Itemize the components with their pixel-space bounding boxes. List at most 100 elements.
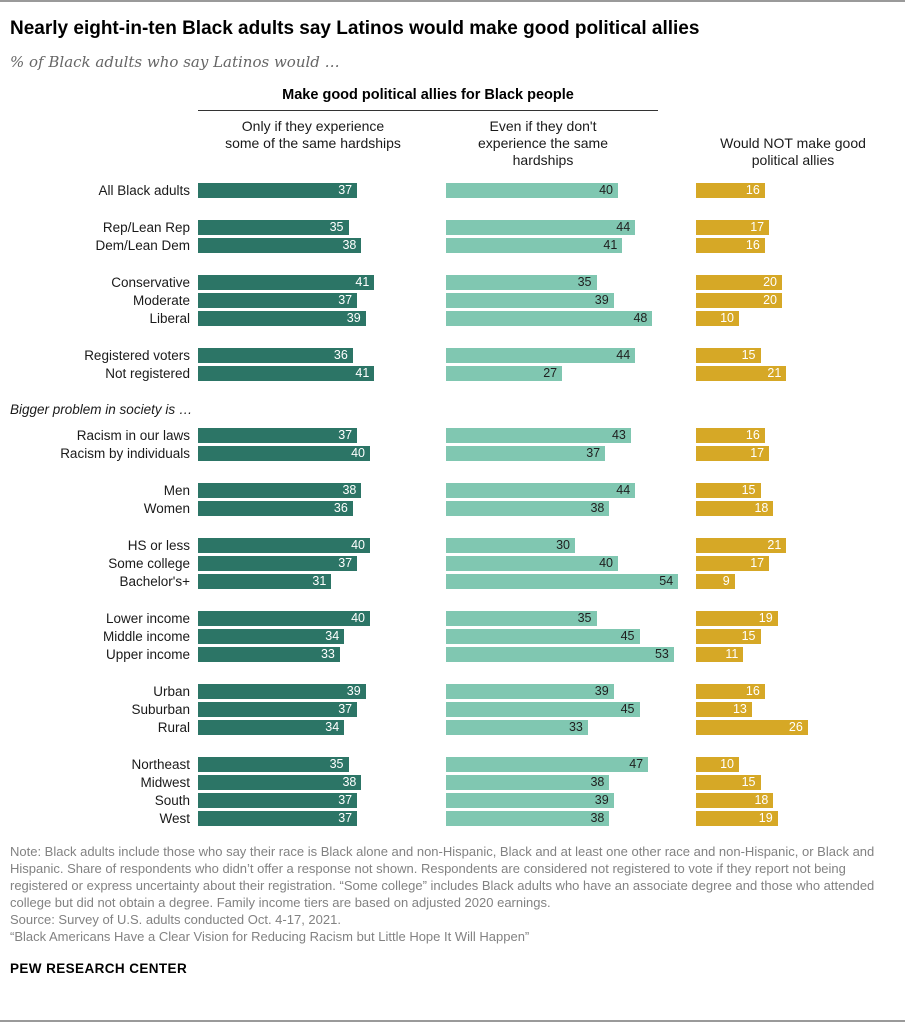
column-header-even-if-no-hardships: Even if they don't experience the same h…: [478, 118, 608, 168]
bar-would-not-make-allies: 21: [696, 537, 787, 553]
bar-only-if-hardships: 37: [198, 182, 358, 198]
bar-value: 37: [586, 445, 601, 460]
row-label: Some college: [108, 555, 190, 571]
row-label: Not registered: [105, 365, 190, 381]
bar-would-not-make-allies: 15: [696, 482, 761, 498]
note-text: Note: Black adults include those who say…: [10, 844, 875, 910]
chart-row: Liberal 39 48 10: [10, 309, 895, 327]
bar-value: 39: [346, 310, 361, 325]
bar-cell-only-if-hardships: 31: [198, 573, 446, 589]
bar-value: 35: [329, 219, 344, 234]
bar-would-not-make-allies: 19: [696, 810, 778, 826]
sub-headers: Only if they experience some of the same…: [198, 118, 658, 169]
row-label: Urban: [153, 683, 190, 699]
row-label: Northeast: [131, 756, 190, 772]
bar-value: 45: [620, 628, 635, 643]
bar-cell-even-if-no-hardships: 43: [446, 427, 696, 443]
bar-only-if-hardships: 40: [198, 610, 370, 626]
chart-row: Racism by individuals 40 37 17: [10, 444, 895, 462]
bar-cell-only-if-hardships: 40: [198, 445, 446, 461]
bar-even-if-no-hardships: 38: [446, 500, 610, 516]
bar-would-not-make-allies: 9: [696, 573, 735, 589]
bar-cell-even-if-no-hardships: 40: [446, 555, 696, 571]
bar-value: 44: [616, 347, 631, 362]
bar-cell-would-not-make-allies: 19: [696, 810, 895, 826]
bar-value: 38: [590, 810, 605, 825]
bar-cell-would-not-make-allies: 15: [696, 347, 895, 363]
bar-cell-only-if-hardships: 33: [198, 646, 446, 662]
row-label: Midwest: [140, 774, 190, 790]
pew-research-center-wordmark: PEW RESEARCH CENTER: [10, 961, 188, 976]
row-label: Men: [163, 482, 190, 498]
bar-cell-would-not-make-allies: 16: [696, 683, 895, 699]
bar-even-if-no-hardships: 53: [446, 646, 674, 662]
bar-group: Rep/Lean Rep 35 44 17 Dem/Lean Dem 38 41 16: [10, 218, 895, 254]
bar-even-if-no-hardships: 40: [446, 182, 618, 198]
bar-value: 10: [720, 756, 734, 771]
bar-cell-would-not-make-allies: 18: [696, 500, 895, 516]
bar-even-if-no-hardships: 44: [446, 347, 636, 363]
bar-value: 47: [629, 756, 644, 771]
bar-value: 18: [754, 792, 769, 807]
bar-value: 40: [599, 182, 613, 197]
bar-only-if-hardships: 38: [198, 774, 362, 790]
bar-cell-even-if-no-hardships: 44: [446, 347, 696, 363]
bar-cell-even-if-no-hardships: 41: [446, 237, 696, 253]
bar-value: 17: [750, 219, 765, 234]
chart-row: South 37 39 18: [10, 791, 895, 809]
row-label: South: [154, 792, 190, 808]
bar-cell-even-if-no-hardships: 45: [446, 701, 696, 717]
bar-would-not-make-allies: 17: [696, 555, 770, 571]
bar-value: 44: [616, 482, 631, 497]
bar-cell-only-if-hardships: 37: [198, 701, 446, 717]
chart-row: Men 38 44 15: [10, 481, 895, 499]
bar-cell-only-if-hardships: 35: [198, 219, 446, 235]
bar-only-if-hardships: 39: [198, 683, 366, 699]
bar-cell-only-if-hardships: 35: [198, 756, 446, 772]
column-headers: Make good political allies for Black peo…: [10, 86, 895, 169]
bar-cell-would-not-make-allies: 15: [696, 774, 895, 790]
bar-even-if-no-hardships: 48: [446, 310, 653, 326]
row-label: Registered voters: [84, 347, 190, 363]
bar-would-not-make-allies: 13: [696, 701, 752, 717]
chart-row: Northeast 35 47 10: [10, 755, 895, 773]
bar-cell-even-if-no-hardships: 27: [446, 365, 696, 381]
group-header: Make good political allies for Black peo…: [198, 86, 658, 111]
bar-value: 38: [342, 237, 357, 252]
bar-cell-would-not-make-allies: 11: [696, 646, 895, 662]
bar-value: 17: [750, 555, 765, 570]
bar-would-not-make-allies: 17: [696, 445, 770, 461]
bar-value: 34: [325, 628, 340, 643]
bar-group: Urban 39 39 16 Suburban 37 45 13 Rural 34 33 26: [10, 682, 895, 736]
bar-value: 30: [556, 537, 570, 552]
bar-cell-would-not-make-allies: 20: [696, 274, 895, 290]
bar-cell-would-not-make-allies: 16: [696, 427, 895, 443]
bar-value: 36: [333, 500, 348, 515]
bar-value: 19: [758, 810, 773, 825]
bar-even-if-no-hardships: 38: [446, 774, 610, 790]
bar-would-not-make-allies: 19: [696, 610, 778, 626]
bar-value: 39: [594, 683, 609, 698]
row-label: Upper income: [105, 646, 190, 662]
bar-would-not-make-allies: 26: [696, 719, 808, 735]
bar-value: 31: [312, 573, 327, 588]
bar-only-if-hardships: 35: [198, 219, 349, 235]
bar-would-not-make-allies: 15: [696, 347, 761, 363]
bar-cell-would-not-make-allies: 17: [696, 555, 895, 571]
bar-cell-only-if-hardships: 38: [198, 237, 446, 253]
bar-would-not-make-allies: 20: [696, 274, 782, 290]
bar-even-if-no-hardships: 27: [446, 365, 563, 381]
bar-value: 40: [599, 555, 613, 570]
row-label: Racism by individuals: [60, 445, 190, 461]
bar-cell-would-not-make-allies: 17: [696, 445, 895, 461]
bar-cell-even-if-no-hardships: 39: [446, 792, 696, 808]
bar-cell-only-if-hardships: 37: [198, 427, 446, 443]
row-label: Racism in our laws: [76, 427, 190, 443]
bar-cell-even-if-no-hardships: 33: [446, 719, 696, 735]
bar-only-if-hardships: 40: [198, 537, 370, 553]
bar-cell-would-not-make-allies: 16: [696, 237, 895, 253]
bar-only-if-hardships: 40: [198, 445, 370, 461]
bar-even-if-no-hardships: 30: [446, 537, 575, 553]
bar-value: 33: [320, 646, 335, 661]
bar-value: 15: [741, 628, 756, 643]
